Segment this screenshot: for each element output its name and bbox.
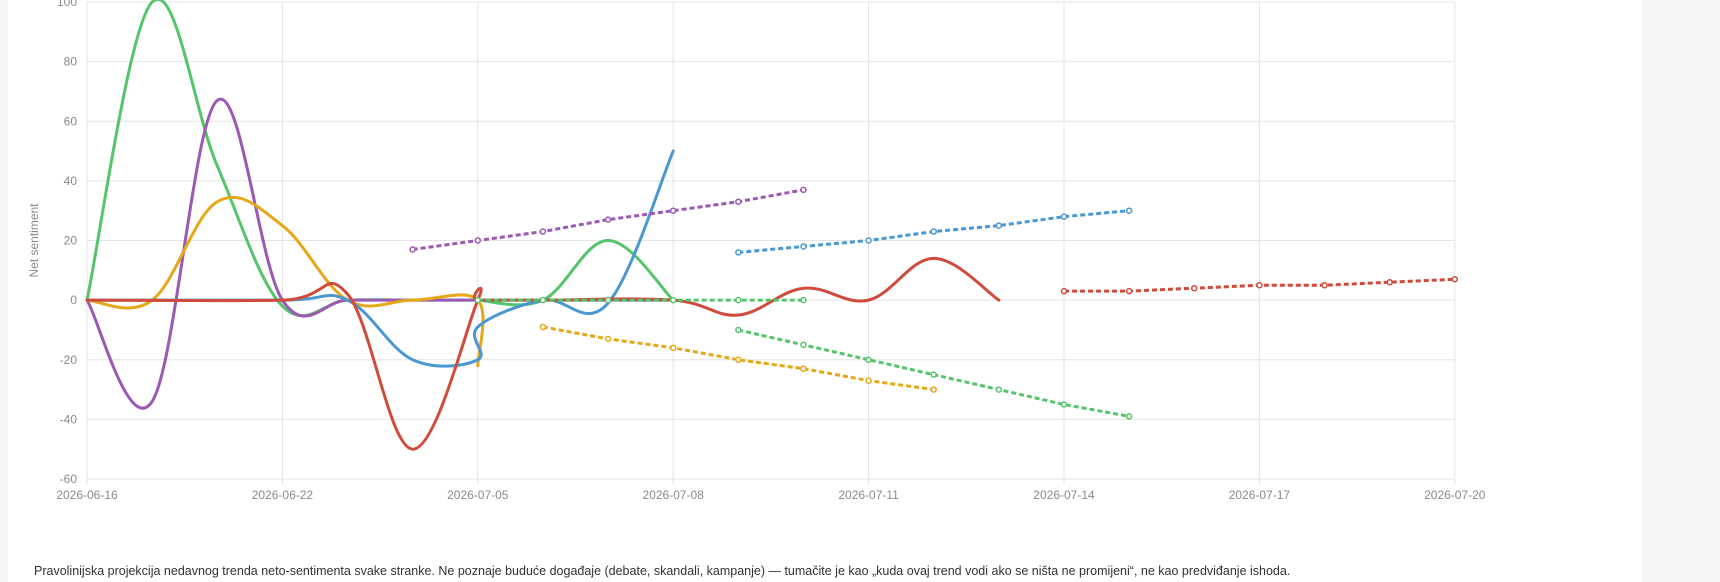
x-tick-label: 2026-07-08: [643, 488, 705, 502]
data-point: [1125, 207, 1133, 214]
projection-note: Pravolinijska projekcija nedavnog trenda…: [34, 564, 1291, 578]
y-axis-label: Net sentiment: [27, 203, 41, 278]
data-point: [1386, 278, 1393, 286]
series-10-dashed: [1060, 276, 1459, 295]
data-point: [1060, 213, 1068, 220]
x-tick-label: 2026-06-22: [252, 488, 314, 502]
data-point: [1191, 284, 1198, 292]
data-point: [800, 296, 807, 304]
data-point: [865, 237, 872, 244]
sentiment-chart: -60 -40 -20 0 20 40 60 80 100 2026-06-16 2026-06-2…: [27, 0, 1486, 502]
data-point: [995, 386, 1003, 393]
series-4-solid: [85, 256, 1001, 451]
data-point: [409, 246, 416, 253]
data-point: [669, 296, 677, 304]
data-point: [800, 365, 807, 372]
data-point: [735, 356, 742, 363]
series-line: [85, 97, 675, 410]
data-point: [474, 296, 482, 304]
data-point: [1125, 287, 1133, 295]
series-9-dashed: [735, 326, 1133, 420]
x-tick-label: 2026-07-11: [838, 488, 899, 502]
data-point: [604, 296, 612, 304]
data-point: [474, 237, 482, 244]
data-point: [800, 243, 807, 250]
data-point: [669, 207, 677, 214]
x-tick-label: 2026-06-16: [56, 488, 118, 502]
data-point: [930, 371, 937, 378]
data-point: [735, 296, 742, 304]
data-point: [800, 341, 807, 349]
chart-card: -60 -40 -20 0 20 40 60 80 100 2026-06-16 2026-06-2…: [8, 0, 1642, 582]
y-tick-label: -40: [60, 412, 78, 426]
grid: [86, 1, 1456, 485]
x-tick-label: 2026-07-14: [1033, 488, 1095, 502]
data-point: [1060, 401, 1068, 408]
data-point: [735, 326, 742, 334]
y-tick-label: -60: [60, 472, 78, 486]
data-point: [604, 335, 612, 343]
y-tick-label: -20: [60, 353, 78, 367]
data-point: [865, 377, 872, 384]
series-2-solid: [85, 195, 485, 368]
series-5-dashed: [409, 186, 807, 253]
data-point: [930, 386, 937, 393]
data-point: [865, 356, 872, 363]
data-point: [539, 296, 547, 304]
data-point: [1125, 413, 1133, 420]
data-point: [930, 228, 937, 235]
data-point: [539, 323, 547, 331]
series-7-dashed: [474, 296, 807, 304]
x-tick-label: 2026-07-17: [1229, 488, 1291, 502]
x-tick-label: 2026-07-05: [447, 488, 509, 502]
data-point: [735, 249, 742, 256]
y-tick-label: 40: [64, 174, 78, 188]
series-6-dashed: [539, 323, 937, 393]
page-scroll-area: [1642, 0, 1720, 582]
series-line: [85, 195, 485, 368]
data-point: [995, 222, 1003, 229]
data-point: [800, 186, 807, 194]
series-1-solid: [85, 97, 675, 410]
data-point: [1321, 281, 1328, 289]
data-point: [1451, 276, 1459, 283]
data-point: [669, 344, 677, 352]
series-line: [85, 256, 1001, 451]
x-tick-label: 2026-07-20: [1424, 488, 1486, 502]
y-tick-label: 60: [64, 114, 78, 128]
data-point: [1256, 281, 1263, 289]
data-point: [539, 228, 547, 235]
data-point: [604, 216, 612, 223]
y-tick-label: 0: [70, 293, 77, 307]
y-tick-label: 80: [64, 55, 78, 69]
data-point: [1060, 287, 1068, 295]
data-point: [735, 198, 742, 205]
y-tick-label: 100: [57, 0, 77, 9]
series-8-dashed: [735, 207, 1133, 256]
y-tick-label: 20: [64, 234, 78, 248]
